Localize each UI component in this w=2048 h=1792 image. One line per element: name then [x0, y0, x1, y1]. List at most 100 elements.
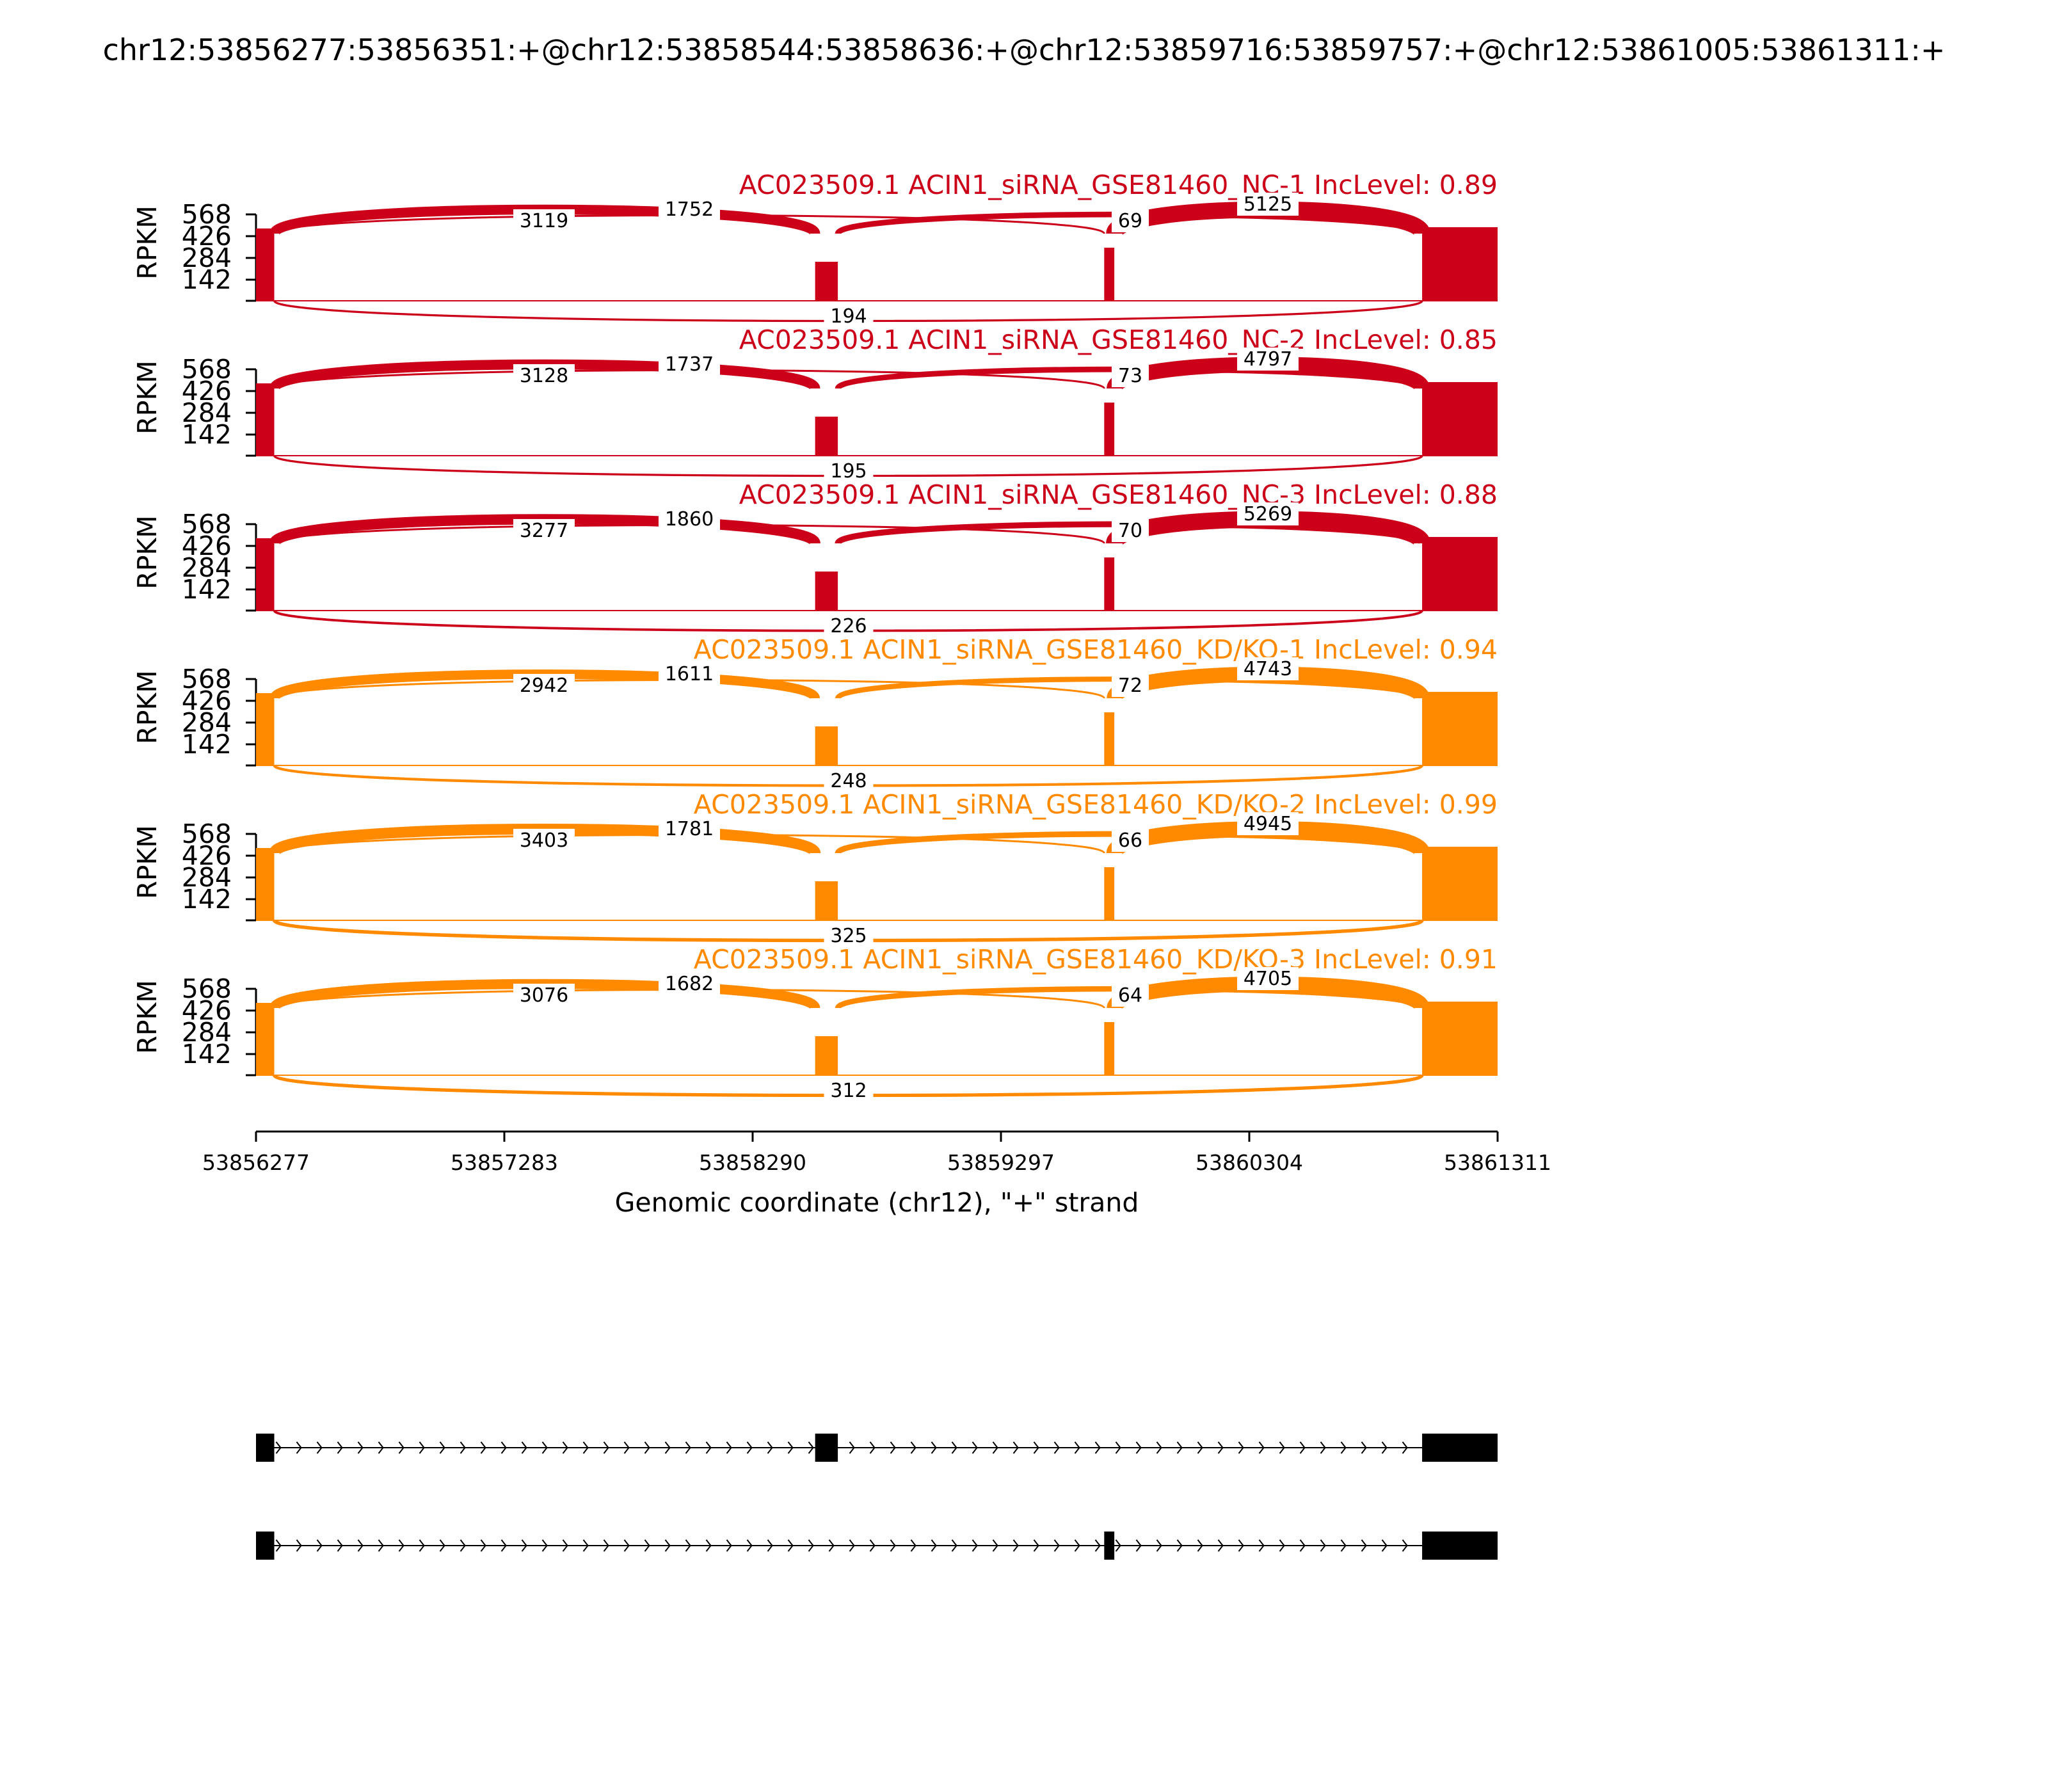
strand-chevron: [623, 1539, 630, 1552]
junction-count-e1-e3: 69: [1118, 210, 1142, 232]
junction-count-e1-e3: 64: [1118, 984, 1142, 1007]
junction-count-e3-e4: 4945: [1244, 813, 1292, 835]
panel-1: AC023509.1 ACIN1_siRNA_GSE81460_NC-1 Inc…: [132, 170, 1498, 328]
panel-2: AC023509.1 ACIN1_siRNA_GSE81460_NC-2 Inc…: [132, 324, 1498, 483]
strand-chevron: [1361, 1539, 1367, 1552]
strand-chevron: [582, 1539, 589, 1552]
junction-label-bg: [1112, 984, 1149, 1007]
junction-label-bg: [513, 209, 575, 232]
strand-chevron: [1402, 1441, 1408, 1454]
coverage-bar: [815, 881, 838, 920]
y-tick-label: 426: [182, 376, 232, 406]
strand-chevron: [1094, 1539, 1101, 1552]
panel-title: AC023509.1 ACIN1_siRNA_GSE81460_KD/KO-1 …: [694, 634, 1498, 665]
junction-count-e1-e4: 226: [830, 615, 867, 637]
coverage-bar: [1104, 712, 1115, 765]
strand-chevron: [828, 1539, 835, 1552]
strand-chevron: [603, 1539, 609, 1552]
strand-chevron: [1012, 1539, 1019, 1552]
junction-count-e1-e3: 70: [1118, 520, 1142, 542]
exon-block: [1422, 1532, 1498, 1560]
y-tick-label: 568: [182, 664, 232, 694]
y-tick-label: 142: [182, 264, 232, 295]
strand-chevron: [1033, 1441, 1039, 1454]
strand-chevron: [1115, 1539, 1121, 1552]
junction-label-bg: [824, 1079, 874, 1102]
strand-chevron: [1074, 1539, 1080, 1552]
strand-chevron: [705, 1539, 712, 1552]
junction-count-e2-e4: 1611: [665, 663, 714, 685]
strand-chevron: [460, 1539, 466, 1552]
y-tick-label: 284: [182, 552, 232, 583]
strand-chevron: [541, 1539, 548, 1552]
y-tick-label: 142: [182, 419, 232, 450]
strand-chevron: [480, 1539, 486, 1552]
strand-chevron: [767, 1539, 773, 1552]
x-tick-label: 53859297: [947, 1150, 1055, 1175]
strand-chevron: [726, 1539, 732, 1552]
strand-chevron: [767, 1441, 773, 1454]
y-tick-label: 568: [182, 509, 232, 540]
x-axis: 53856277 53857283 53858290 53859297 53860304…: [202, 1130, 1551, 1175]
strand-chevron: [460, 1441, 466, 1454]
coverage-bar: [815, 1036, 838, 1075]
strand-chevron: [972, 1539, 978, 1552]
x-tick-label: 53861311: [1444, 1150, 1551, 1175]
coverage-bar: [1104, 867, 1115, 920]
junction-count-e1-e4: 195: [830, 460, 867, 483]
junction-label-bg: [1237, 193, 1299, 216]
strand-chevron: [500, 1539, 507, 1552]
junction-count-e3-e4: 5269: [1244, 503, 1292, 525]
junction-label-bg: [1112, 209, 1149, 232]
junction-label-bg: [824, 614, 874, 637]
strand-chevron: [910, 1539, 916, 1552]
strand-chevron: [1258, 1441, 1265, 1454]
strand-chevron: [849, 1441, 855, 1454]
x-tick-label: 53857283: [451, 1150, 558, 1175]
coverage-bar: [1422, 227, 1498, 301]
panel-title: AC023509.1 ACIN1_siRNA_GSE81460_KD/KO-2 …: [694, 789, 1498, 820]
junction-count-e1-e2: 3277: [520, 520, 568, 542]
panel-title: AC023509.1 ACIN1_siRNA_GSE81460_NC-3 Inc…: [739, 479, 1498, 510]
junction-count-e1-e3: 72: [1118, 675, 1142, 697]
strand-chevron: [931, 1441, 937, 1454]
strand-chevron: [1012, 1441, 1019, 1454]
strand-chevron: [1299, 1539, 1306, 1552]
strand-chevron: [357, 1539, 364, 1552]
strand-chevron: [1217, 1539, 1224, 1552]
strand-chevron: [378, 1539, 384, 1552]
y-tick-label: 426: [182, 995, 232, 1026]
y-tick-label: 568: [182, 819, 232, 849]
junction-label-bg: [513, 519, 575, 542]
coverage-bar: [815, 417, 838, 456]
junction-label-bg: [1112, 364, 1149, 387]
junction-count-e2-e4: 1682: [665, 973, 714, 995]
strand-chevron: [849, 1539, 855, 1552]
junction-count-e2-e4: 1860: [665, 508, 714, 531]
junction-label-bg: [513, 674, 575, 697]
strand-chevron: [1402, 1539, 1408, 1552]
y-tick-label: 284: [182, 1017, 232, 1048]
junction-label-bg: [659, 508, 720, 531]
junction-label-bg: [659, 198, 720, 221]
strand-chevron: [685, 1441, 691, 1454]
y-tick-label: 284: [182, 243, 232, 273]
strand-chevron: [1197, 1539, 1203, 1552]
exon-block: [256, 1532, 275, 1560]
junction-label-bg: [659, 662, 720, 685]
y-axis-label: RPKM: [132, 980, 163, 1053]
strand-chevron: [316, 1539, 323, 1552]
junction-label-bg: [824, 305, 874, 328]
panel-title: AC023509.1 ACIN1_siRNA_GSE81460_NC-1 Inc…: [739, 170, 1498, 200]
y-tick-label: 568: [182, 199, 232, 230]
exon-block: [815, 1434, 838, 1462]
strand-chevron: [378, 1441, 384, 1454]
coverage-bar: [1422, 847, 1498, 920]
strand-chevron: [869, 1539, 876, 1552]
y-tick-label: 284: [182, 397, 232, 428]
strand-chevron: [316, 1441, 323, 1454]
panel-5: AC023509.1 ACIN1_siRNA_GSE81460_KD/KO-2 …: [132, 789, 1498, 947]
strand-chevron: [1299, 1441, 1306, 1454]
strand-chevron: [890, 1539, 896, 1552]
